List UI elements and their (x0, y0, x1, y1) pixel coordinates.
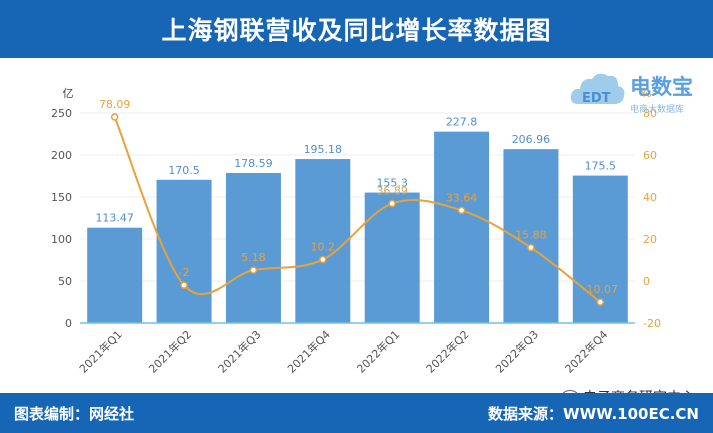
growth-value-label: 78.09 (99, 98, 131, 111)
cloud-icon (570, 73, 625, 104)
bar-value-label: 178.59 (234, 157, 273, 170)
y-tick-label: 100 (51, 233, 72, 246)
growth-value-label: 36.89 (376, 185, 408, 198)
growth-line-path (113, 116, 601, 303)
bar-value-label: 175.5 (585, 160, 617, 173)
footer-credit: 图表编制：网经社 (14, 405, 135, 423)
y2-tick-label: -20 (643, 317, 661, 330)
growth-value-label: -10.07 (583, 283, 618, 296)
x-tick-label: 2022年Q3 (493, 327, 542, 376)
bars: 113.47 170.5 178.59 195.18 155.3 227.8 206.96 1… (87, 116, 628, 323)
bar (295, 159, 351, 323)
growth-point (319, 255, 327, 264)
growth-point (180, 281, 188, 289)
y2-axis-label: % (641, 87, 651, 100)
y-tick-label: 200 (51, 149, 72, 162)
growth-line: 78.09 -2 5.18 10.2 36.89 33.64 15.88 -10.07 (99, 98, 618, 306)
x-tick-label: 2021年Q1 (76, 327, 125, 376)
y-tick-label: 50 (58, 275, 72, 288)
x-tick-label: 2022年Q2 (423, 327, 472, 376)
x-tick-label: 2022年Q4 (562, 327, 611, 376)
y-tick-label: 250 (51, 107, 72, 120)
bar-value-label: 195.18 (304, 143, 343, 156)
growth-value-label: 15.88 (515, 229, 547, 242)
x-tick-label: 2021年Q4 (284, 327, 333, 376)
bar-value-label: 206.96 (512, 133, 551, 146)
y2-tick-label: 60 (643, 149, 657, 162)
growth-value-label: 33.64 (446, 191, 478, 204)
bar (225, 172, 281, 323)
header-bar: 上海钢联营收及同比增长率数据图 (0, 0, 713, 58)
bar-value-label: 113.47 (95, 212, 134, 225)
growth-point (457, 206, 466, 215)
bar (434, 131, 490, 323)
logo-main: 电数宝 (630, 75, 693, 99)
x-tick-label: 2021年Q2 (146, 327, 195, 376)
bar (364, 192, 420, 323)
y-tick-label: 150 (51, 191, 72, 204)
footer-bar: 图表编制：网经社 数据来源：WWW.100EC.CN (0, 393, 713, 433)
x-tick-label: 2022年Q1 (354, 327, 403, 376)
growth-value-label: -2 (179, 266, 190, 279)
logo-sub: 电商大数据库 (630, 103, 684, 115)
logo-badge: EDT (582, 91, 611, 106)
logo: EDT 电数宝 电商大数据库 (570, 73, 693, 115)
y2-tick-label: 0 (643, 275, 650, 288)
growth-value-label: 10.2 (311, 241, 336, 254)
bar-value-label: 227.8 (446, 116, 478, 129)
growth-value-label: 5.18 (241, 251, 266, 264)
y-tick-label: 0 (65, 317, 72, 330)
y2-tick-label: 40 (643, 191, 657, 204)
growth-point (110, 113, 119, 121)
y2-tick-label: 80 (643, 107, 657, 120)
x-tick-label: 2021年Q3 (215, 327, 264, 376)
bar (87, 227, 143, 323)
bar-value-label: 170.5 (168, 164, 200, 177)
footer-source: 数据来源：WWW.100EC.CN (488, 405, 699, 423)
growth-point (527, 243, 535, 252)
growth-point (596, 298, 605, 306)
chart-title: 上海钢联营收及同比增长率数据图 (161, 16, 552, 45)
growth-point (249, 266, 258, 274)
growth-point (388, 199, 396, 208)
bar-value-label: 155.3 (376, 177, 408, 190)
y-axis-label: 亿 (63, 87, 74, 100)
y2-tick-label: 20 (643, 233, 657, 246)
